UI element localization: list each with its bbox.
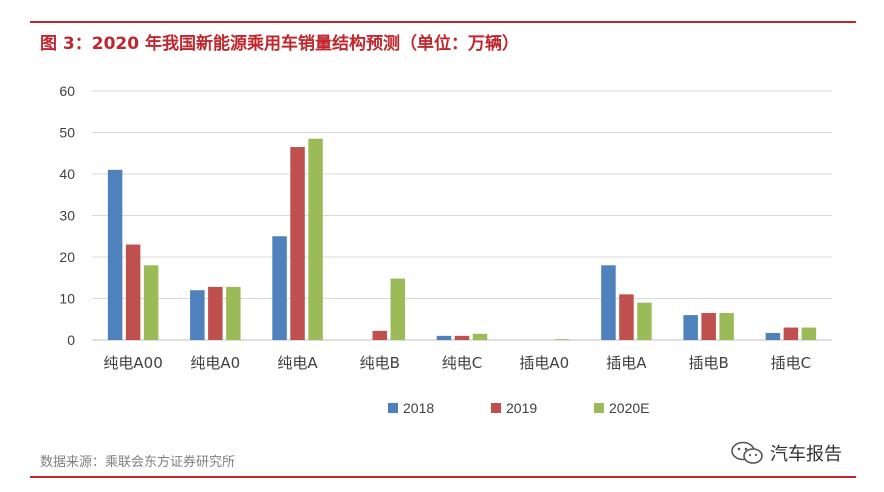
bar-2020E-1 xyxy=(226,286,241,340)
bar-2018-6 xyxy=(601,265,616,340)
x-tick-label: 纯电B xyxy=(360,354,400,372)
bar-2018-4 xyxy=(436,335,452,340)
y-tick-label: 50 xyxy=(59,125,75,141)
watermark: 汽车报告 xyxy=(730,440,842,466)
x-tick-label: 插电A xyxy=(606,354,647,372)
bar-2020E-7 xyxy=(719,313,734,340)
bars xyxy=(107,138,817,340)
bar-2019-2 xyxy=(290,147,305,340)
legend-label-2020E: 2020E xyxy=(609,400,649,416)
legend-swatch-2019 xyxy=(491,403,501,413)
bar-2020E-6 xyxy=(637,302,652,340)
bar-2018-2 xyxy=(272,236,287,340)
x-tick-label: 纯电A0 xyxy=(190,354,240,372)
bar-2019-0 xyxy=(125,244,141,340)
y-tick-label: 30 xyxy=(59,208,75,224)
bar-2018-1 xyxy=(190,290,205,340)
watermark-text: 汽车报告 xyxy=(770,444,842,465)
legend-swatch-2020E xyxy=(594,403,604,413)
legend-swatch-2018 xyxy=(388,403,398,413)
y-tick-label: 40 xyxy=(59,166,75,182)
bar-2019-8 xyxy=(783,327,799,340)
bar-2020E-8 xyxy=(801,327,817,340)
bar-2019-7 xyxy=(701,313,716,340)
bar-2019-4 xyxy=(454,335,470,340)
bar-2020E-5 xyxy=(554,339,570,340)
x-tick-label: 插电C xyxy=(771,354,811,372)
y-tick-label: 0 xyxy=(67,332,75,348)
y-axis-ticks: 0 10 20 30 40 50 60 xyxy=(59,83,75,348)
y-tick-label: 10 xyxy=(59,291,75,307)
legend-label-2019: 2019 xyxy=(506,400,537,416)
bar-2019-1 xyxy=(208,286,223,340)
legend: 2018 2019 2020E xyxy=(388,400,649,416)
source-note: 数据来源：乘联会东方证券研究所 xyxy=(40,455,236,470)
bar-2020E-4 xyxy=(472,333,488,340)
x-tick-label: 纯电A00 xyxy=(103,354,162,372)
legend-label-2018: 2018 xyxy=(403,400,434,416)
y-tick-label: 20 xyxy=(59,249,75,265)
wechat-icon xyxy=(731,441,763,464)
page-title: 图 3：2020 年我国新能源乘用车销量结构预测（单位：万辆） xyxy=(40,34,519,54)
x-axis-ticks: 纯电A00 纯电A0 纯电A 纯电B 纯电C 插电A0 插电A 插电B 插电C xyxy=(103,354,811,372)
bottom-rule xyxy=(30,476,856,478)
x-tick-label: 插电A0 xyxy=(519,354,569,372)
x-tick-label: 纯电A xyxy=(277,354,318,372)
bar-2018-7 xyxy=(683,315,698,340)
bar-2018-0 xyxy=(107,169,123,340)
bar-2020E-3 xyxy=(390,278,406,340)
bar-2020E-2 xyxy=(308,138,323,340)
x-tick-label: 纯电C xyxy=(442,354,482,372)
x-tick-label: 插电B xyxy=(689,354,729,372)
bar-2019-3 xyxy=(372,330,388,340)
bar-2019-6 xyxy=(619,294,634,340)
bar-2018-8 xyxy=(765,332,781,340)
bar-2020E-0 xyxy=(143,265,159,340)
top-rule xyxy=(30,21,856,23)
y-tick-label: 60 xyxy=(59,83,75,99)
